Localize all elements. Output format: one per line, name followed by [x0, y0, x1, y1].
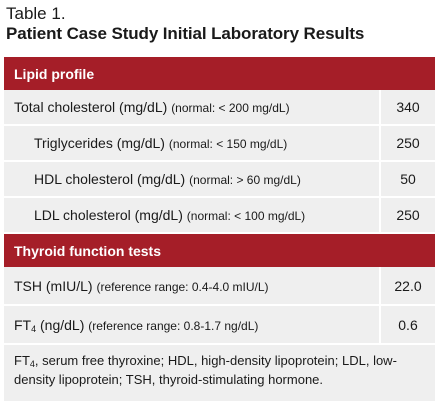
row-label: TSH (mIU/L) (reference range: 0.4-4.0 mI… — [4, 267, 380, 306]
reference-note: (normal: < 150 mg/dL) — [168, 137, 288, 151]
section-header-label: Thyroid function tests — [4, 233, 436, 267]
reference-note: (normal: < 100 mg/dL) — [186, 209, 306, 223]
reference-note: (reference range: 0.8-1.7 ng/dL) — [88, 318, 259, 333]
test-name-unit: (ng/dL) — [36, 316, 85, 333]
test-name-main: FT — [14, 316, 32, 333]
row-label: Total cholesterol (mg/dL) (normal: < 200… — [4, 90, 380, 126]
test-name: Total cholesterol (mg/dL) — [14, 99, 168, 115]
table-row-hdl-cholesterol: HDL cholesterol (mg/dL) (normal: > 60 mg… — [4, 161, 436, 198]
footnote-text: , serum free thyroxine; HDL, high-densit… — [14, 353, 397, 387]
reference-note: (normal: > 60 mg/dL) — [189, 173, 301, 187]
result-value: 50 — [378, 161, 436, 198]
result-value: 250 — [378, 197, 436, 234]
test-name: Triglycerides (mg/dL) — [34, 135, 165, 151]
result-value: 250 — [378, 125, 436, 162]
section-header-thyroid-function-tests: Thyroid function tests — [4, 233, 436, 267]
reference-note: (reference range: 0.4-4.0 mIU/L) — [96, 279, 269, 294]
table-label: Table 1. — [6, 4, 66, 23]
row-label: HDL cholesterol (mg/dL) (normal: > 60 mg… — [4, 161, 380, 198]
lab-results-table: Lipid profile Total cholesterol (mg/dL) … — [4, 57, 436, 401]
reference-note: (normal: < 200 mg/dL) — [171, 101, 290, 115]
table-row-triglycerides: Triglycerides (mg/dL) (normal: < 150 mg/… — [4, 125, 436, 162]
row-label: LDL cholesterol (mg/dL) (normal: < 100 m… — [4, 197, 380, 234]
table-footnote-row: FT4, serum free thyroxine; HDL, high-den… — [4, 344, 436, 401]
section-header-lipid-profile: Lipid profile — [4, 57, 436, 90]
footnote-abbr-main: FT — [14, 353, 30, 368]
table-row-ldl-cholesterol: LDL cholesterol (mg/dL) (normal: < 100 m… — [4, 197, 436, 234]
result-value: 22.0 — [378, 267, 436, 306]
section-header-label: Lipid profile — [4, 57, 436, 90]
row-label: Triglycerides (mg/dL) (normal: < 150 mg/… — [4, 125, 380, 162]
table-title: Patient Case Study Initial Laboratory Re… — [6, 24, 365, 43]
row-label: FT4 (ng/dL) (reference range: 0.8-1.7 ng… — [4, 305, 380, 345]
table-row-ft4: FT4 (ng/dL) (reference range: 0.8-1.7 ng… — [4, 305, 436, 345]
test-name-subscript: 4 — [31, 323, 37, 334]
test-name: LDL cholesterol (mg/dL) — [34, 207, 183, 223]
test-name: HDL cholesterol (mg/dL) — [34, 171, 186, 187]
test-name: TSH (mIU/L) — [14, 277, 93, 294]
result-value: 0.6 — [378, 305, 436, 345]
result-value: 340 — [378, 90, 436, 126]
table-row-tsh: TSH (mIU/L) (reference range: 0.4-4.0 mI… — [4, 267, 436, 306]
footnote-abbr-subscript: 4 — [29, 359, 35, 369]
table-row-total-cholesterol: Total cholesterol (mg/dL) (normal: < 200… — [4, 90, 436, 126]
footnote: FT4, serum free thyroxine; HDL, high-den… — [4, 344, 436, 401]
